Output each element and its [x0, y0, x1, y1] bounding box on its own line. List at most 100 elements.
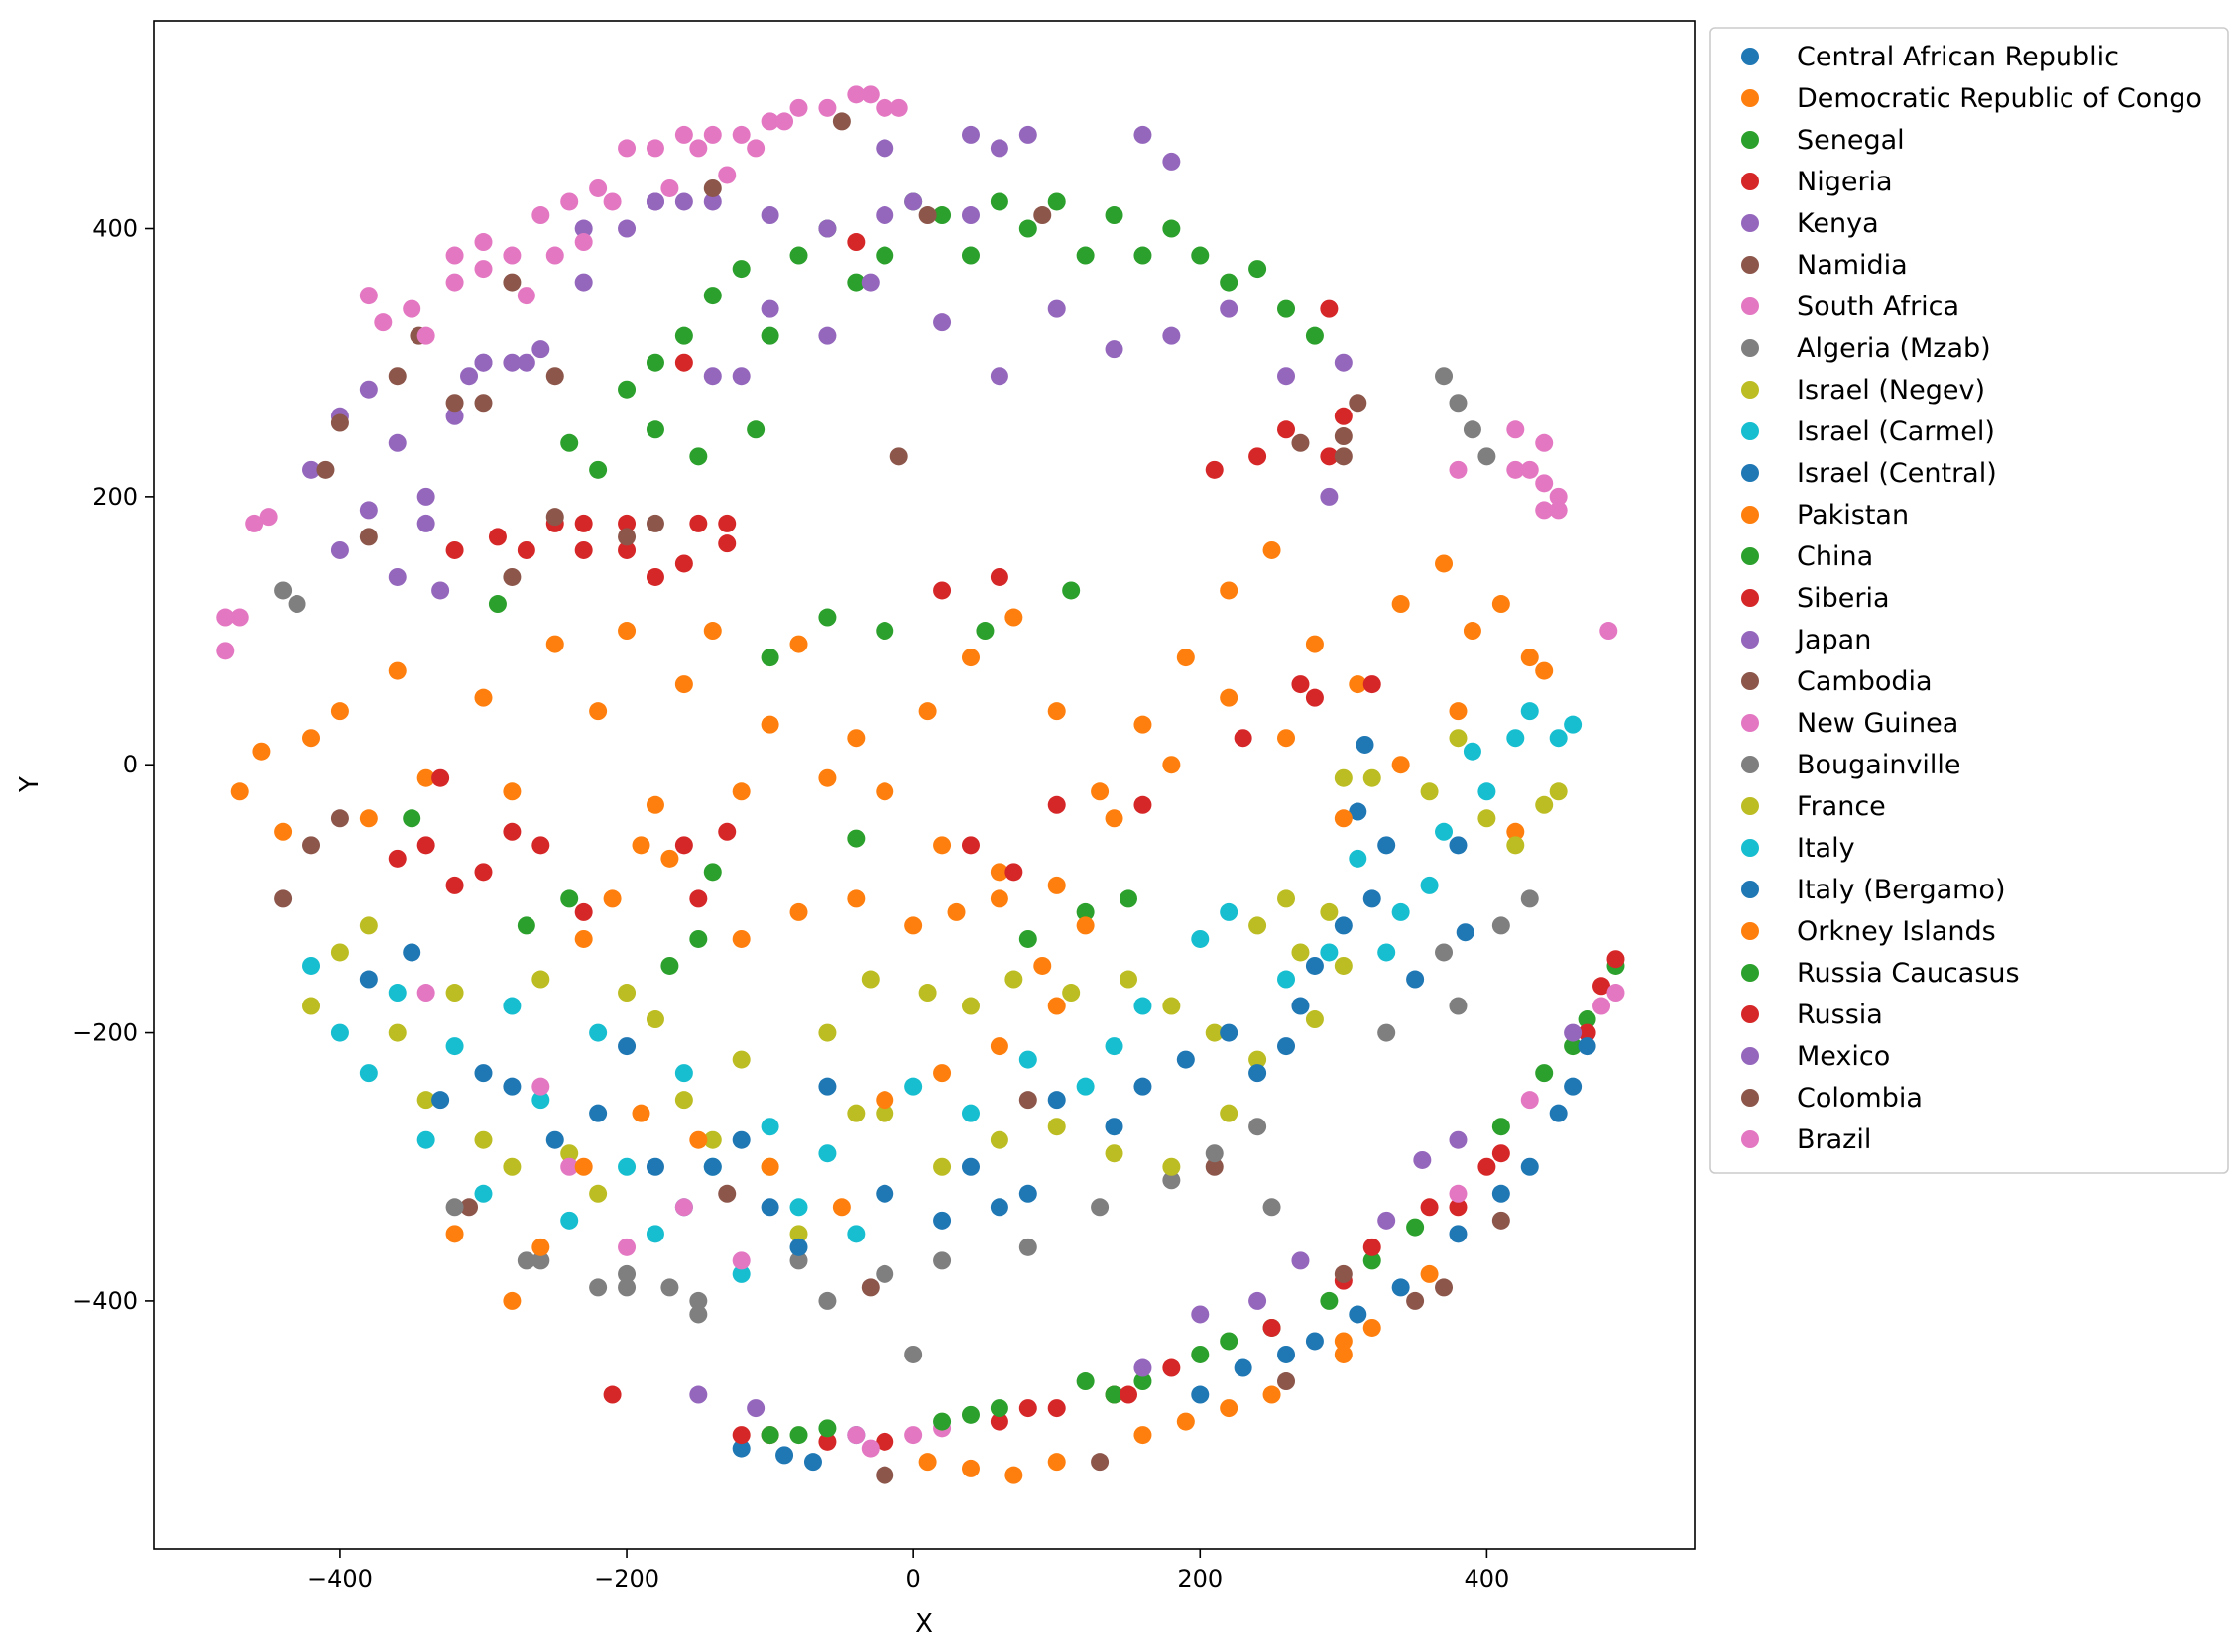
data-point: [1018, 219, 1037, 238]
data-point: [674, 1091, 693, 1110]
data-point: [918, 206, 937, 225]
data-point: [503, 1157, 522, 1176]
data-point: [589, 178, 608, 197]
data-point: [1449, 1198, 1468, 1217]
data-point: [1091, 1453, 1110, 1472]
data-point: [732, 1426, 751, 1445]
data-point: [1176, 1050, 1195, 1069]
data-point: [388, 849, 407, 868]
data-point: [1133, 1077, 1152, 1096]
data-point: [789, 1238, 808, 1256]
legend-item: Brazil: [1741, 1124, 1871, 1155]
data-point: [230, 782, 249, 801]
series-17: [445, 889, 1539, 1324]
data-point: [961, 1104, 980, 1122]
data-point: [876, 1432, 894, 1451]
data-point: [359, 970, 378, 989]
data-point: [761, 715, 779, 734]
data-point: [1220, 1104, 1238, 1122]
data-point: [1076, 902, 1095, 921]
data-point: [517, 353, 535, 372]
data-point: [732, 1264, 751, 1283]
data-point: [618, 540, 637, 559]
legend-marker: [1741, 131, 1759, 149]
data-point: [1456, 923, 1474, 942]
data-point: [1535, 795, 1554, 814]
data-point: [1248, 1050, 1267, 1069]
data-point: [1578, 1010, 1596, 1029]
series-14: [689, 273, 1583, 1418]
data-point: [961, 836, 980, 855]
data-point: [1162, 1358, 1181, 1377]
data-point: [403, 299, 421, 318]
data-point: [618, 1264, 637, 1283]
data-point: [1076, 246, 1095, 265]
data-point: [947, 902, 966, 921]
data-point: [818, 1144, 837, 1163]
data-point: [1262, 1385, 1281, 1404]
data-point: [876, 1264, 894, 1283]
data-point: [302, 460, 321, 479]
data-point: [474, 1130, 493, 1149]
data-point: [674, 353, 693, 372]
data-point: [474, 394, 493, 413]
data-point: [646, 1225, 664, 1243]
data-point: [789, 246, 808, 265]
legend-marker: [1741, 173, 1759, 190]
data-point: [330, 943, 349, 962]
data-point: [646, 139, 664, 158]
data-point: [1162, 1171, 1181, 1190]
legend-label: Italy: [1797, 833, 1855, 864]
legend-item: Nigeria: [1741, 167, 1893, 197]
data-point: [1305, 688, 1324, 707]
data-point: [388, 367, 407, 386]
data-point: [876, 1466, 894, 1484]
data-point: [732, 125, 751, 144]
data-point: [703, 367, 722, 386]
data-point: [503, 246, 522, 265]
y-axis: −400 −200 0 200 400: [72, 215, 154, 1315]
data-point: [1606, 984, 1625, 1003]
data-point: [718, 534, 737, 553]
data-point: [416, 514, 435, 532]
data-point: [359, 528, 378, 546]
data-point: [1391, 595, 1410, 614]
data-point: [861, 1278, 880, 1297]
legend-label: Algeria (Mzab): [1797, 333, 1991, 364]
data-point: [646, 567, 664, 586]
data-point: [1491, 1144, 1510, 1163]
data-point: [1047, 702, 1066, 721]
data-point: [545, 635, 564, 653]
data-point: [904, 916, 923, 935]
legend-marker: [1741, 464, 1759, 482]
data-point: [1491, 595, 1510, 614]
data-point: [416, 1091, 435, 1110]
data-point: [416, 836, 435, 855]
legend-item: Mexico: [1741, 1041, 1890, 1072]
data-point: [761, 1198, 779, 1217]
data-point: [703, 863, 722, 882]
data-point: [1091, 1198, 1110, 1217]
data-point: [1320, 943, 1339, 962]
data-point: [761, 326, 779, 345]
data-point: [861, 273, 880, 292]
data-point: [674, 1198, 693, 1217]
data-point: [531, 1077, 550, 1096]
series-7: [274, 367, 1496, 1363]
data-point: [531, 340, 550, 359]
data-point: [1391, 756, 1410, 774]
data-point: [618, 219, 637, 238]
data-points: [216, 85, 1625, 1484]
legend-label: New Guinea: [1797, 708, 1958, 739]
data-point: [775, 1446, 794, 1465]
data-point: [990, 1198, 1008, 1217]
data-point: [316, 460, 335, 479]
data-point: [503, 1291, 522, 1310]
data-point: [1119, 970, 1137, 989]
data-point: [1133, 125, 1152, 144]
legend-label: Nigeria: [1797, 167, 1893, 197]
data-point: [517, 1251, 535, 1270]
data-point: [259, 508, 278, 527]
data-point: [1062, 581, 1081, 600]
